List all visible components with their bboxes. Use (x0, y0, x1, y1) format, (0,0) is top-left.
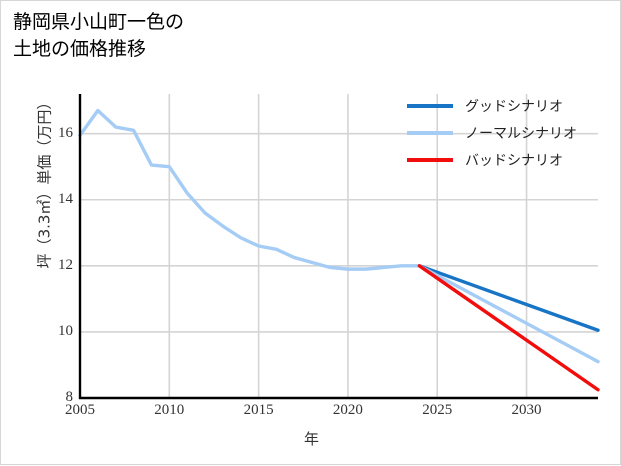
legend-label-ノーマルシナリオ: ノーマルシナリオ (465, 126, 577, 142)
y-tick-8: 8 (65, 389, 74, 405)
y-tick-14: 14 (58, 190, 73, 207)
series-line-グッドシナリオ (417, 264, 600, 332)
series-lines (78, 108, 600, 392)
y-tick-10: 10 (58, 322, 73, 339)
legend-label-バッドシナリオ: バッドシナリオ (465, 153, 563, 169)
x-tick-2030: 2030 (511, 402, 542, 418)
series-line-実績 (78, 108, 422, 271)
plot-background (80, 94, 598, 398)
series-line-バッドシナリオ (417, 264, 600, 392)
y-tick-12: 12 (58, 256, 73, 273)
series-line-ノーマルシナリオ (417, 264, 600, 364)
y-axis-label: 坪（3.3㎡）単価（万円） (35, 94, 54, 269)
x-tick-2015: 2015 (243, 402, 274, 418)
page-title: 静岡県小山町一色の 土地の価格推移 (13, 11, 185, 60)
x-tick-2025: 2025 (422, 402, 453, 418)
legend-swatches (407, 104, 453, 162)
x-tick-2005: 2005 (65, 402, 95, 418)
y-tick-16: 16 (58, 124, 73, 141)
legend-label-グッドシナリオ: グッドシナリオ (465, 99, 563, 115)
x-tick-2020: 2020 (332, 402, 363, 418)
x-axis-label: 年 (303, 430, 319, 448)
x-tick-2010: 2010 (154, 402, 185, 418)
